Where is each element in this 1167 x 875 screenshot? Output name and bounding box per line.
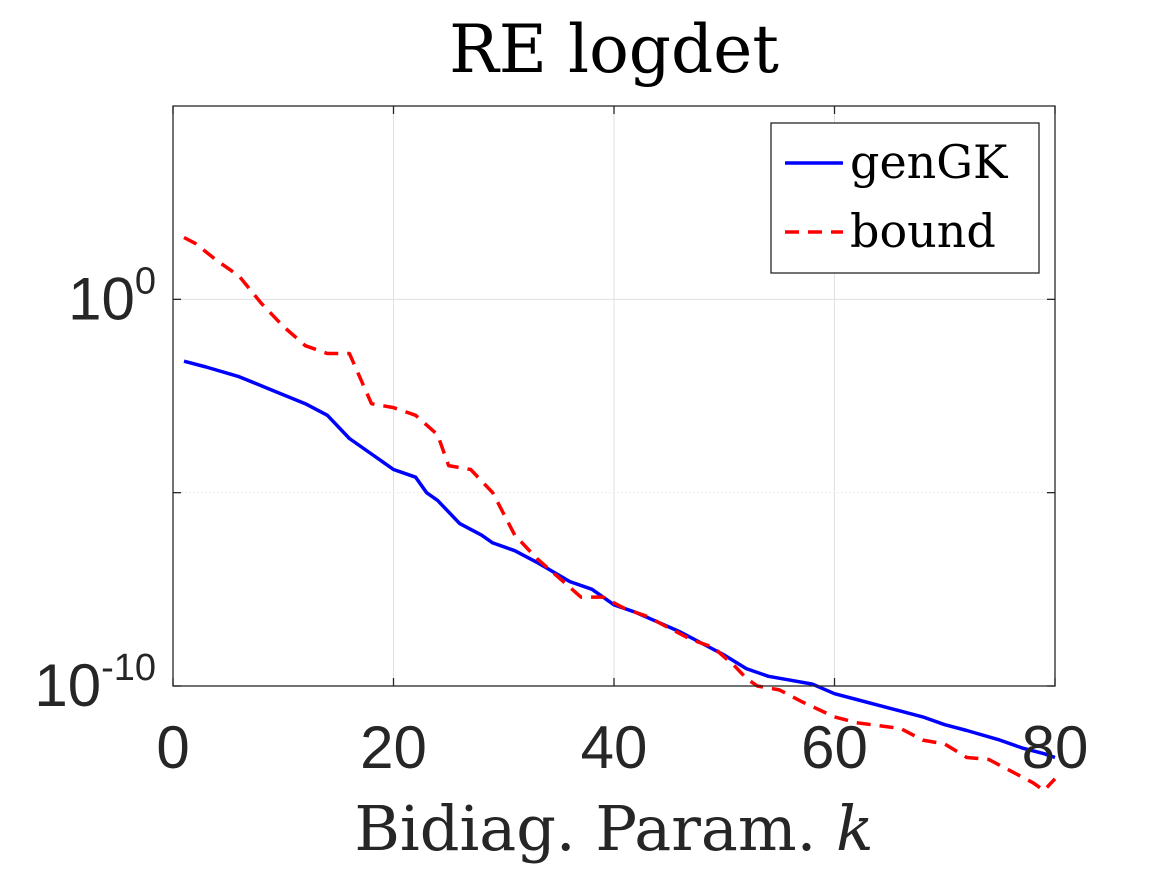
legend-label-bound: bound — [850, 204, 996, 258]
x-axis-label: Bidiag. Param. k — [354, 792, 873, 865]
series-layer — [183, 235, 1057, 793]
x-tick-label-0: 0 — [156, 714, 189, 781]
x-axis-label-variable: k — [836, 792, 874, 865]
x-tick-label-80: 80 — [1022, 714, 1089, 781]
legend: genGK bound — [770, 122, 1040, 274]
series-line-bound — [183, 235, 1057, 793]
ticks — [172, 106, 1056, 687]
y-tick-exponent: -10 — [101, 647, 156, 689]
x-tick-label-20: 20 — [360, 714, 427, 781]
legend-box — [770, 122, 1040, 274]
legend-label-gengk: genGK — [850, 135, 1009, 189]
y-tick-base: 10 — [68, 265, 135, 332]
y-tick-label-0: 100 — [68, 260, 156, 332]
y-tick-exponent: 0 — [135, 260, 156, 302]
x-tick-label-60: 60 — [801, 714, 868, 781]
x-tick-label-40: 40 — [581, 714, 648, 781]
y-tick-label--10: 10-10 — [34, 647, 156, 719]
y-tick-base: 10 — [34, 652, 101, 719]
chart-title: RE logdet — [449, 11, 779, 88]
x-axis-label-text: Bidiag. Param. — [354, 792, 836, 865]
